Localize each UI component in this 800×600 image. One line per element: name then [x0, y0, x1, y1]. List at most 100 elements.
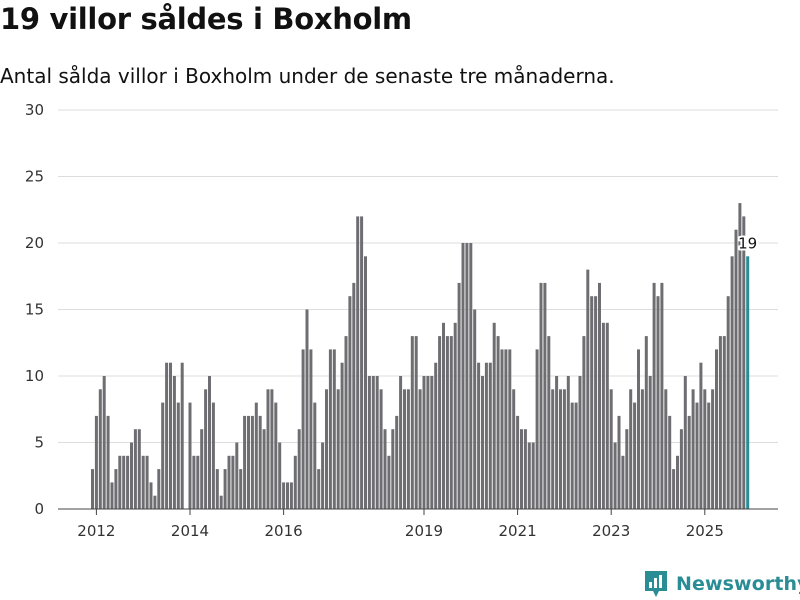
bar — [235, 442, 239, 509]
highlight-label: 19 — [738, 234, 757, 252]
y-tick-label: 15 — [25, 301, 44, 319]
y-tick-label: 30 — [25, 101, 44, 119]
bar — [395, 415, 399, 509]
y-tick-label: 20 — [25, 234, 44, 252]
bar — [379, 389, 383, 509]
bar — [481, 376, 484, 509]
bar — [539, 282, 543, 509]
bar — [375, 376, 379, 509]
bar — [200, 429, 204, 509]
bar — [102, 376, 106, 509]
bar — [644, 336, 648, 509]
bar — [718, 336, 722, 509]
bar — [512, 389, 516, 509]
bar — [586, 269, 590, 509]
bar — [726, 296, 730, 509]
bar — [449, 336, 453, 509]
bar — [204, 389, 208, 509]
bar — [520, 429, 523, 509]
bar — [679, 429, 683, 509]
bar — [547, 336, 551, 509]
bar — [500, 349, 504, 509]
bar — [730, 256, 734, 509]
bar — [660, 282, 664, 509]
chart-logo-icon — [645, 571, 667, 597]
bar — [133, 429, 137, 509]
bar — [410, 336, 414, 509]
bar — [734, 229, 738, 509]
x-tick-label: 2023 — [592, 522, 630, 540]
bar — [652, 282, 656, 509]
bar — [664, 389, 668, 509]
bar — [582, 336, 586, 509]
highlight-label-halo: 19 — [738, 234, 757, 252]
bar — [247, 415, 250, 509]
bar — [172, 376, 176, 509]
bar — [360, 216, 364, 509]
bar — [598, 282, 601, 509]
y-tick-label: 0 — [34, 500, 44, 518]
bar — [711, 389, 715, 509]
bar — [270, 389, 274, 509]
bar — [208, 376, 211, 509]
bar — [149, 482, 153, 509]
bar — [126, 455, 130, 509]
bar — [637, 349, 640, 509]
y-tick-label: 25 — [25, 168, 44, 186]
bar — [317, 469, 321, 509]
bar — [192, 455, 196, 509]
bar — [122, 455, 126, 509]
bar — [691, 389, 695, 509]
bar — [106, 415, 110, 509]
bar — [165, 362, 169, 509]
bar — [344, 336, 348, 509]
bar — [130, 442, 133, 509]
bar — [508, 349, 512, 509]
bar — [422, 376, 426, 509]
bar — [305, 309, 309, 509]
bar — [418, 389, 422, 509]
bar — [250, 415, 254, 509]
bar — [399, 376, 403, 509]
bar — [414, 336, 418, 509]
bar — [695, 402, 699, 509]
bar — [722, 336, 726, 509]
bar — [590, 296, 594, 509]
bar — [426, 376, 430, 509]
bar — [383, 429, 387, 509]
bar — [223, 469, 227, 509]
bar — [406, 389, 410, 509]
bar — [367, 376, 371, 509]
bar — [387, 455, 391, 509]
bar — [559, 389, 562, 509]
bar — [169, 362, 172, 509]
bar — [484, 362, 488, 509]
bar — [141, 455, 145, 509]
bar — [340, 362, 344, 509]
bar — [609, 389, 613, 509]
bar — [313, 402, 317, 509]
bar — [289, 482, 293, 509]
bar — [535, 349, 539, 509]
x-tick-label: 2019 — [405, 522, 443, 540]
x-tick-label: 2016 — [265, 522, 303, 540]
bar — [161, 402, 165, 509]
bar — [211, 402, 215, 509]
bar — [356, 216, 360, 509]
chart-subtitle: Antal sålda villor i Boxholm under de se… — [0, 64, 615, 88]
bar — [442, 322, 445, 509]
bar — [668, 415, 672, 509]
bar — [434, 362, 438, 509]
bar — [274, 402, 278, 509]
bar — [707, 402, 711, 509]
x-tick-label: 2012 — [77, 522, 115, 540]
bar — [683, 376, 687, 509]
bar — [543, 282, 547, 509]
bar — [321, 442, 325, 509]
newsworthy-brand: Newsworthy — [644, 570, 800, 598]
bar — [633, 402, 637, 509]
bar — [601, 322, 605, 509]
bar — [574, 402, 578, 509]
x-tick-label: 2025 — [686, 522, 724, 540]
